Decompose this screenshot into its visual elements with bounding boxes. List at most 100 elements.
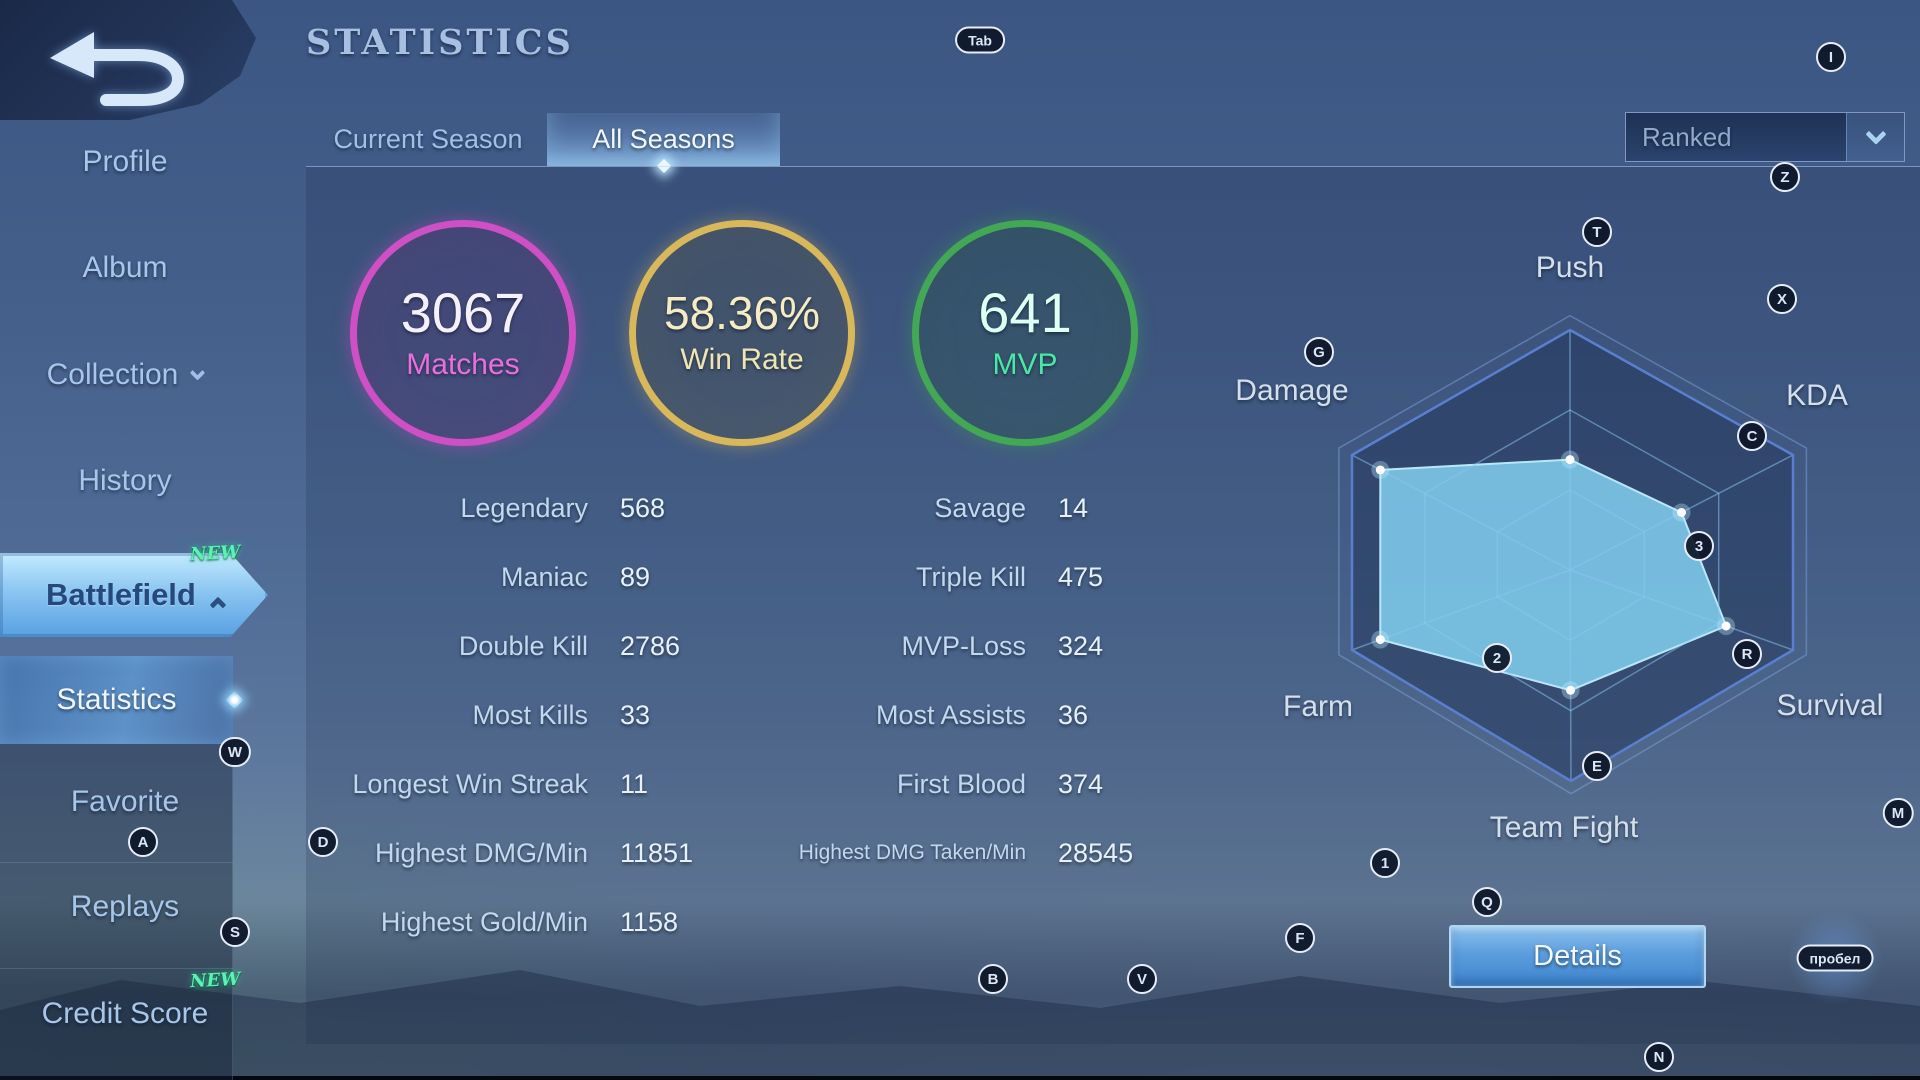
key-hint-m: M [1882,798,1914,828]
dropdown-chevron-cell [1846,113,1904,161]
chevron-down-icon [1864,123,1887,145]
sidebar-item-label: History [78,464,172,497]
key-hint-d: D [308,827,338,857]
stat-value: 475 [1058,562,1104,592]
radar-axis-label-team-fight: Team Fight [1489,811,1639,844]
details-button[interactable]: Details [1449,925,1706,988]
sidebar-item-label: Battlefield [46,577,196,612]
key-hint-q: Q [1472,887,1502,917]
new-badge: NEW [189,968,241,993]
stat-label: Double Kill [458,631,588,661]
sidebar-item-statistics[interactable]: Statistics [0,656,244,744]
sidebar-sub-panel [0,744,233,1080]
stat-label: Highest DMG/Min [374,838,588,868]
stat-value: 36 [1058,700,1089,730]
radar-spoke [1351,454,1571,571]
radar-axis-label-damage: Damage [1235,374,1349,407]
stat-value: 11851 [620,838,694,868]
sidebar-item-favorite[interactable]: Favorite [0,785,250,819]
sidebar-item-profile[interactable]: Profile [0,145,250,179]
sidebar-item-label: Favorite [70,785,180,818]
circle-value: 3067 [400,280,526,344]
radar-data-point [1677,508,1686,517]
radar-axis-label-farm: Farm [1283,690,1353,723]
stat-value: 89 [620,562,651,592]
key-hint-r: R [1732,639,1762,669]
tab-all-seasons[interactable]: All Seasons [547,113,780,174]
sidebar-item-history[interactable]: History [0,464,250,498]
key-hint-n: N [1644,1042,1674,1072]
key-hint-3: 3 [1684,531,1714,561]
chevron-up-icon [209,596,227,614]
stat-label: Legendary [460,493,588,523]
stat-label: First Blood [896,769,1026,799]
key-hint-i: I [1816,42,1846,72]
key-hint-tab: Tab [955,26,1005,54]
stat-label: Most Assists [875,700,1026,730]
radar-axis-label-survival: Survival [1776,689,1884,722]
dropdown-selected-value: Ranked [1642,122,1732,152]
key-hint-s: S [220,917,250,947]
back-button[interactable] [42,12,222,108]
sidebar-item-label: Statistics [56,683,177,716]
sidebar-item-label: Album [82,251,168,284]
sidebar-item-replays[interactable]: Replays [0,890,250,924]
key-hint-w: W [218,737,252,767]
radar-outer-outline [1338,314,1808,795]
tabs-divider [306,166,1920,167]
radar-axis-label-kda: KDA [1786,379,1848,412]
page-title: STATISTICS [306,22,574,63]
summary-circle-matches: 3067 Matches [350,220,576,446]
performance-radar-chart [1338,314,1808,795]
radar-data-point [1565,455,1575,465]
stat-value: 1158 [620,907,679,937]
sidebar-divider [0,862,233,863]
tab-label: All Seasons [592,124,735,154]
sidebar-item-label: Replays [70,890,180,923]
key-hint-t: T [1582,217,1612,247]
stat-value: 11 [620,769,649,799]
back-arrow-icon [42,32,212,112]
key-hint-e: E [1582,751,1612,781]
mode-filter-dropdown[interactable]: Ranked [1625,112,1905,162]
key-hint-a: A [128,827,158,857]
radar-data-point [1566,685,1576,695]
radar-data-point [1721,621,1731,631]
tab-current-season[interactable]: Current Season [318,113,538,166]
circle-label: MVP [992,348,1058,382]
summary-circle-mvp: 641 MVP [912,220,1138,446]
key-hint-пробел: пробел [1796,944,1874,972]
sidebar-divider [0,968,233,969]
stat-label: Highest Gold/Min [380,907,588,937]
stat-value: 374 [1058,769,1104,799]
sidebar-item-collection[interactable]: Collection [0,358,250,392]
stat-label: Highest DMG Taken/Min [798,841,1026,864]
sidebar-item-credit-score[interactable]: Credit Score [0,997,250,1031]
sidebar-item-album[interactable]: Album [0,251,250,285]
key-hint-c: C [1737,421,1767,451]
key-hint-1: 1 [1370,848,1400,878]
sidebar-item-battlefield[interactable]: Battlefield [0,553,268,637]
circle-value: 641 [978,280,1072,344]
circle-label: Win Rate [680,343,804,377]
summary-circle-win-rate: 58.36% Win Rate [629,220,855,446]
stat-value: 324 [1058,631,1104,661]
stat-label: MVP-Loss [901,631,1026,661]
stat-label: Triple Kill [915,562,1026,592]
key-hint-v: V [1127,964,1157,994]
stat-value: 14 [1058,493,1089,523]
stat-value: 2786 [620,631,681,661]
radar-axis-label-push: Push [1535,251,1605,284]
key-hint-z: Z [1770,162,1800,192]
tab-label: Current Season [333,124,523,154]
radar-data-point [1375,635,1385,645]
key-hint-b: B [978,964,1008,994]
stat-value: 568 [620,493,666,523]
radar-spoke [1569,569,1572,782]
radar-spoke [1351,569,1571,651]
stat-value: 28545 [1058,838,1134,868]
key-hint-2: 2 [1482,643,1512,673]
stat-label: Maniac [500,562,588,592]
sidebar-item-label: Credit Score [41,997,209,1030]
